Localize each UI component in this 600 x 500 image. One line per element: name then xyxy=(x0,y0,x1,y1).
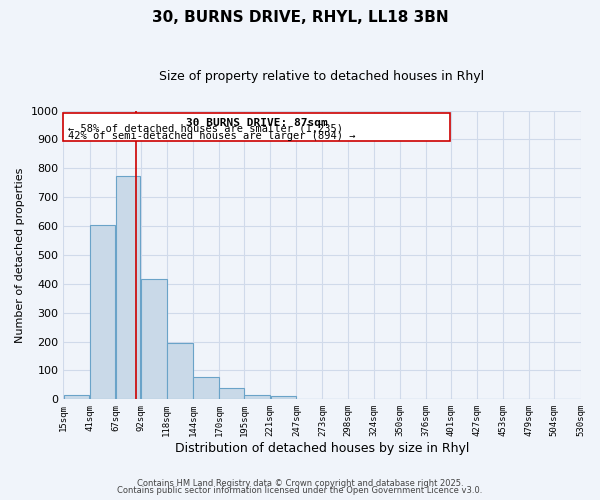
Bar xyxy=(219,388,244,400)
Text: 42% of semi-detached houses are larger (894) →: 42% of semi-detached houses are larger (… xyxy=(68,131,356,141)
Bar xyxy=(116,176,140,400)
Text: ← 58% of detached houses are smaller (1,235): ← 58% of detached houses are smaller (1,… xyxy=(68,124,343,134)
FancyBboxPatch shape xyxy=(64,112,450,141)
X-axis label: Distribution of detached houses by size in Rhyl: Distribution of detached houses by size … xyxy=(175,442,469,455)
Bar xyxy=(193,377,219,400)
Title: Size of property relative to detached houses in Rhyl: Size of property relative to detached ho… xyxy=(160,70,485,83)
Bar xyxy=(244,395,270,400)
Text: 30 BURNS DRIVE: 87sqm: 30 BURNS DRIVE: 87sqm xyxy=(186,118,328,128)
Bar xyxy=(271,396,296,400)
Bar xyxy=(141,280,167,400)
Bar xyxy=(90,224,115,400)
Text: 30, BURNS DRIVE, RHYL, LL18 3BN: 30, BURNS DRIVE, RHYL, LL18 3BN xyxy=(152,10,448,25)
Text: Contains HM Land Registry data © Crown copyright and database right 2025.: Contains HM Land Registry data © Crown c… xyxy=(137,478,463,488)
Text: Contains public sector information licensed under the Open Government Licence v3: Contains public sector information licen… xyxy=(118,486,482,495)
Y-axis label: Number of detached properties: Number of detached properties xyxy=(15,168,25,342)
Bar xyxy=(167,343,193,400)
Bar xyxy=(64,395,89,400)
